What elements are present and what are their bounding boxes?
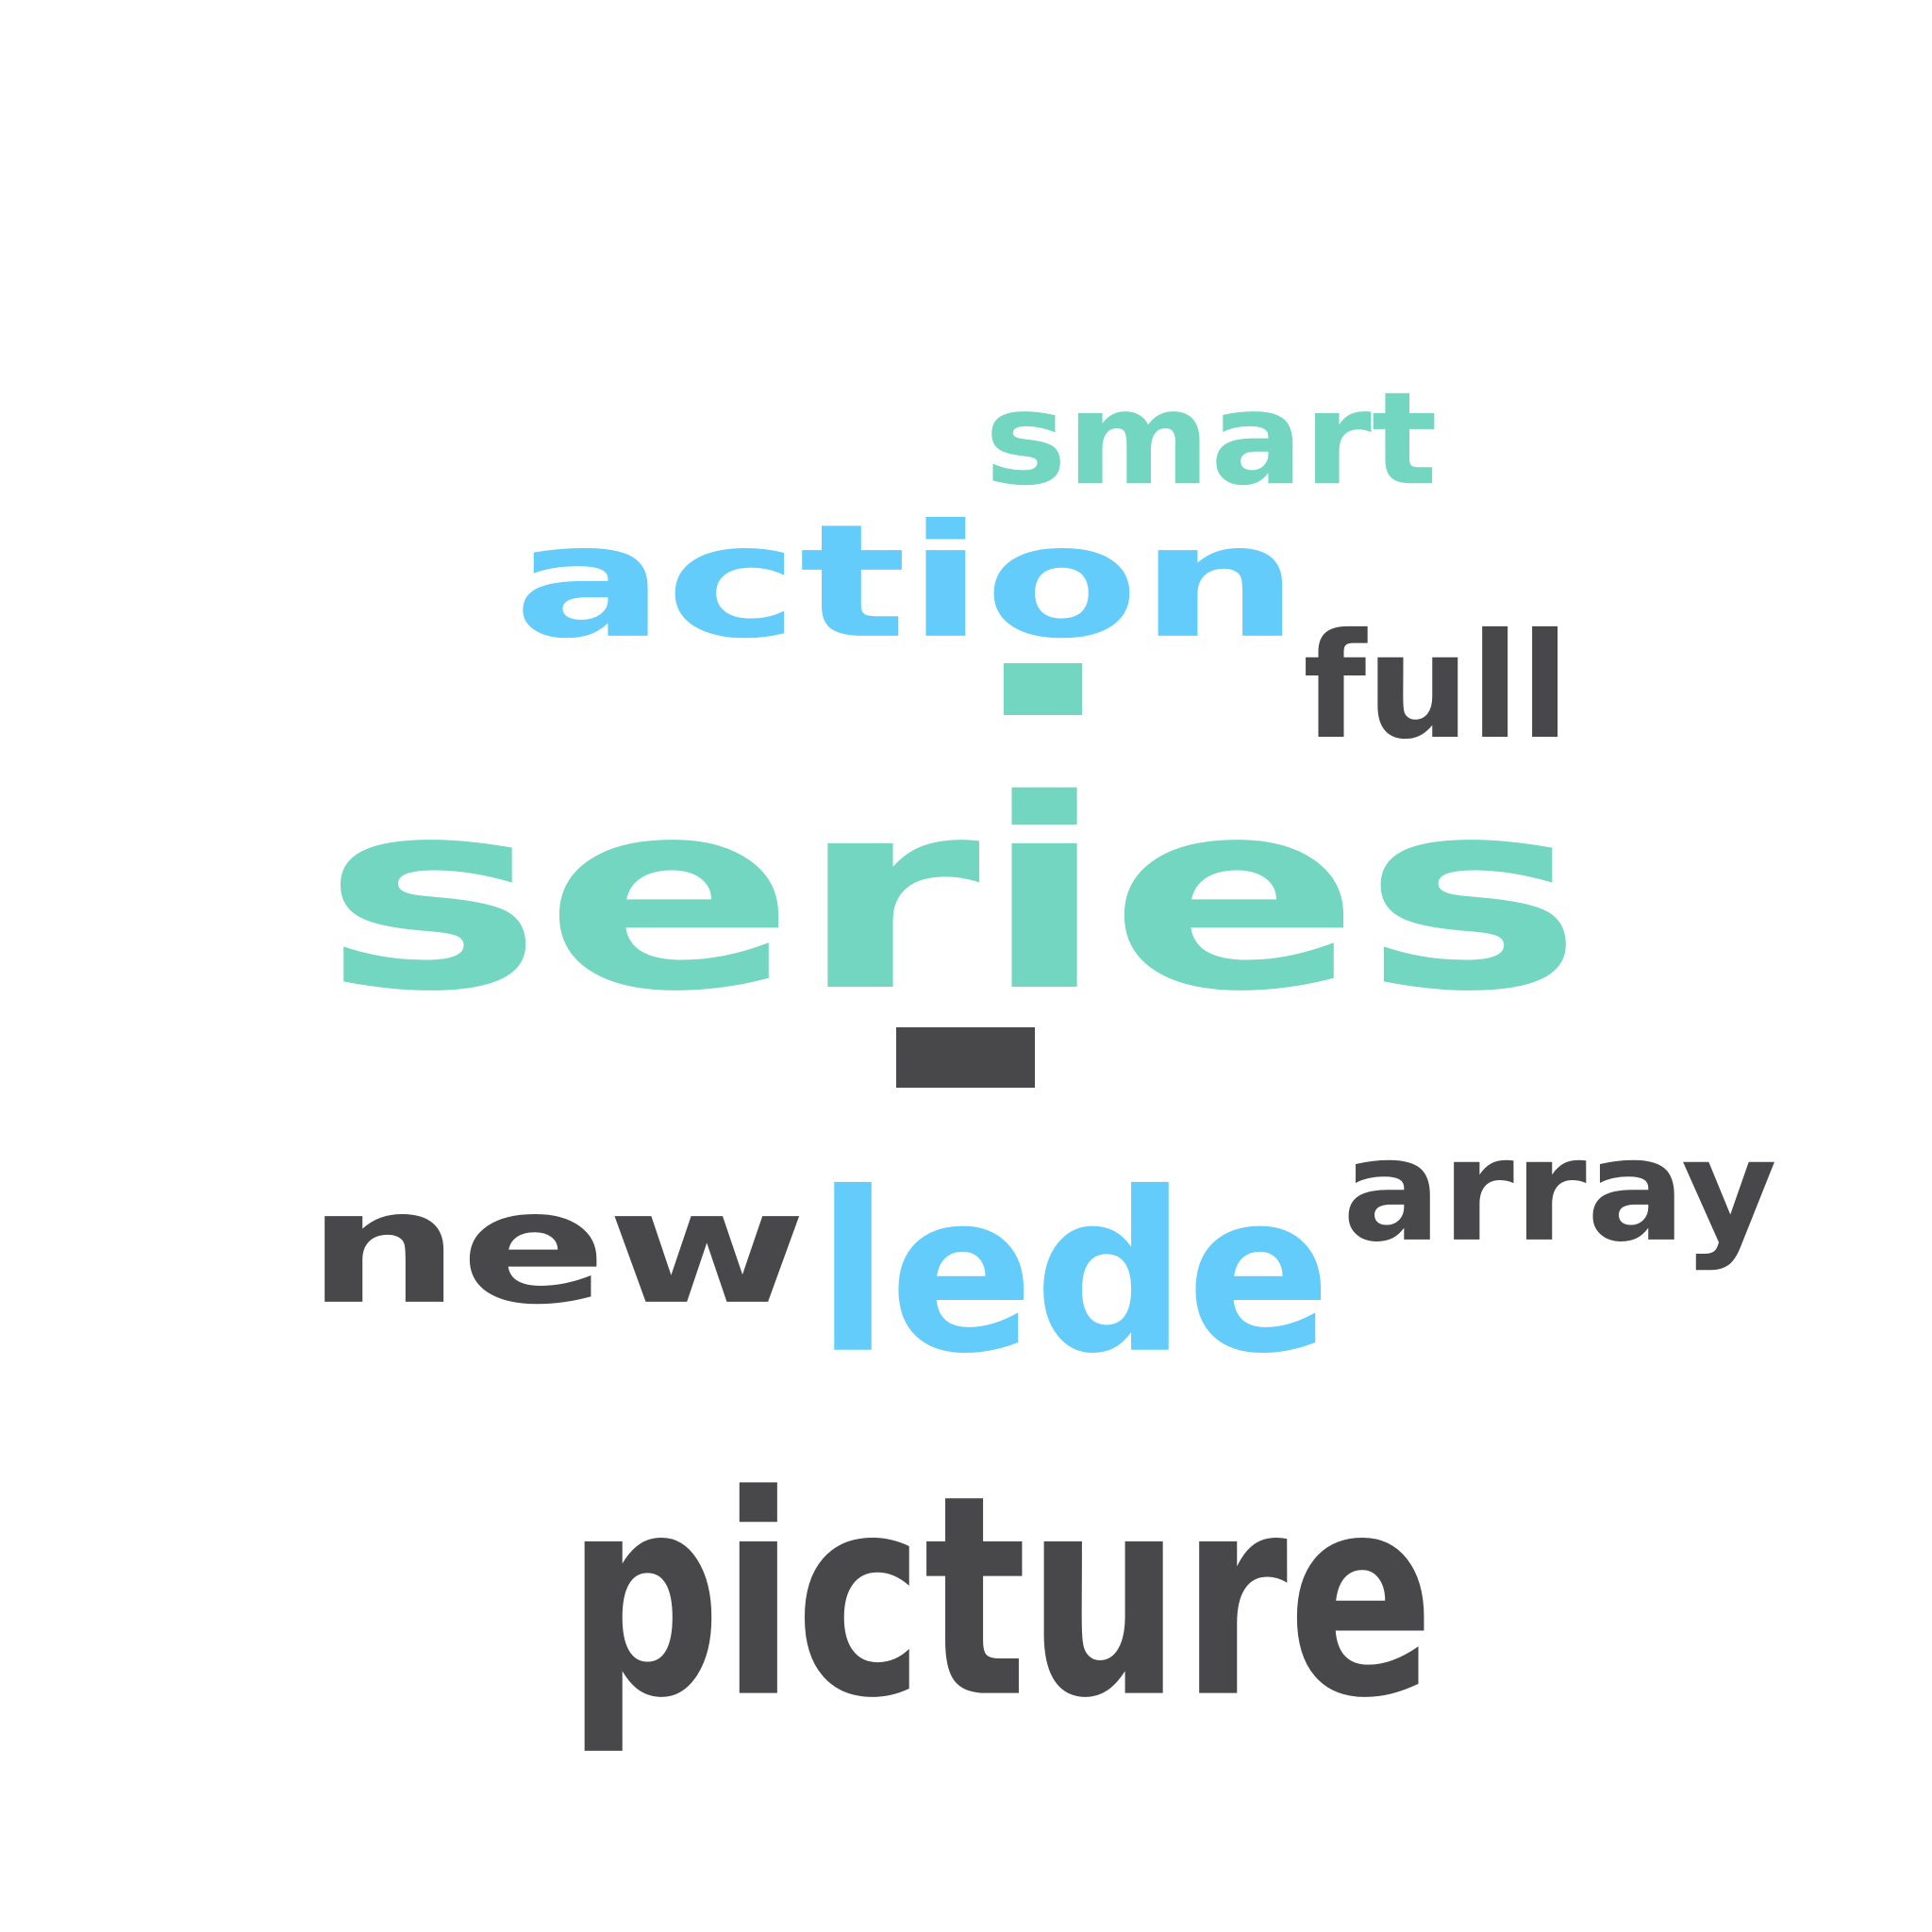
word-action: action: [513, 490, 1300, 674]
teal-bar-mark: [1004, 663, 1082, 715]
word-new: new: [306, 1156, 808, 1340]
word-picture: picture: [565, 1437, 1435, 1759]
word-array: array: [1342, 1108, 1777, 1274]
word-full: full: [1303, 601, 1570, 772]
dark-bar-mark: [896, 1027, 1035, 1088]
word-series: series: [321, 743, 1585, 1050]
word-smart: smart: [984, 363, 1438, 514]
word-lede: lede: [816, 1144, 1331, 1403]
